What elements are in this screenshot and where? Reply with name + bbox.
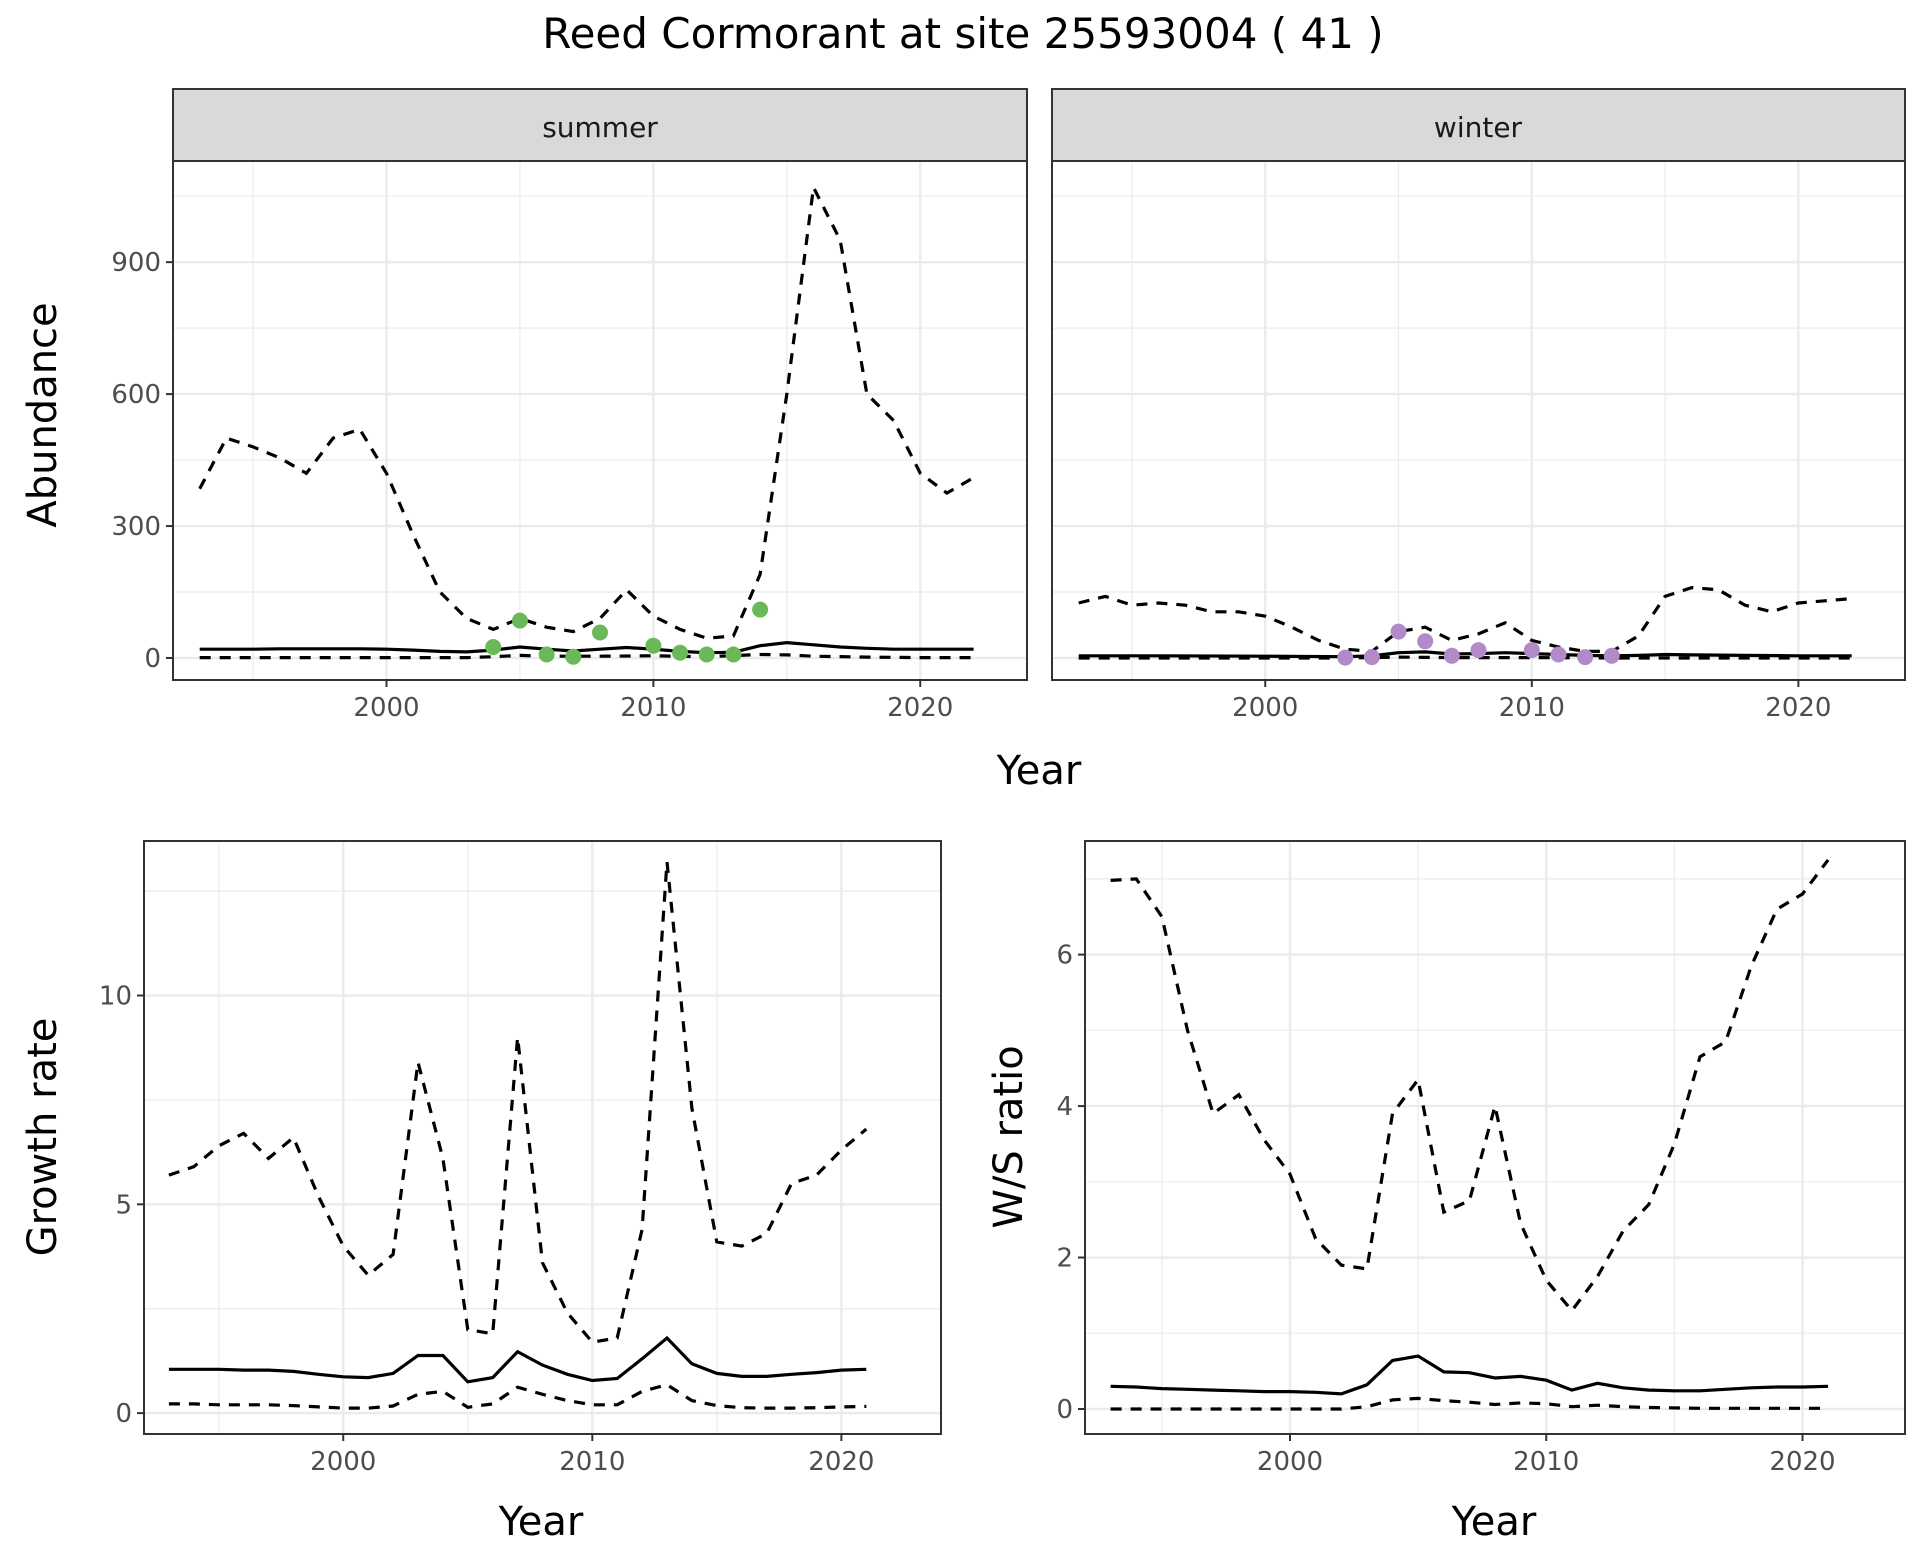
winter-strip [1051,88,1906,162]
growth-rate-y-tick-label: 5 [115,1190,132,1220]
winter-strip-label: winter [1434,111,1523,144]
ws-ratio-series-dashed-line-2 [1110,1396,1829,1411]
summer-y-tick-label: 600 [111,380,161,410]
summer-strip [172,88,1028,162]
summer-panel-border [172,160,1028,681]
summer-observation-point [592,624,608,641]
summer-observation-point [485,639,502,656]
winter-observation-point [1417,633,1434,650]
ws-ratio-x-axis-title: Year [1451,1499,1537,1545]
winter-panel-background [1052,161,1905,680]
winter-series-dashed-line-2 [1078,655,1852,660]
growth-rate-x-axis-title: Year [498,1499,584,1545]
summer-observation-point [645,637,662,654]
winter-x-tick-label: 2020 [1765,693,1831,723]
growth-rate-x-tick-label: 2000 [310,1447,376,1477]
ws-ratio-x-tick-label: 2020 [1769,1447,1835,1477]
summer-observation-point [752,601,769,618]
abundance-x-axis-title: Year [996,748,1082,794]
summer-facet: summer 2000 2010 2020 0 300 600 900 [111,88,1028,723]
growth-rate-series-dashed-line-0 [168,861,868,1344]
summer-x-tick-label: 2000 [353,693,419,723]
summer-y-tick-label: 900 [111,248,161,278]
ws-ratio-y-tick-label: 6 [1056,941,1073,971]
summer-y-tick-label: 0 [144,644,161,674]
winter-panel-border [1051,160,1906,681]
summer-observation-point [511,612,528,629]
summer-strip-label: summer [542,111,658,144]
growth-rate-series-dashed-line-2 [168,1382,867,1410]
ws-ratio-y-axis-title: W/S ratio [986,1045,1032,1228]
summer-series-dashed-line-2 [199,652,974,660]
growth-rate-x-tick-label: 2020 [808,1447,874,1477]
winter-observation-point [1443,647,1460,664]
summer-series-solid-line-1 [199,640,974,655]
ws-ratio-x-tick-label: 2010 [1513,1447,1579,1477]
winter-x-tick-label: 2000 [1232,693,1298,723]
summer-y-tick-label: 300 [111,512,161,542]
summer-observation-point [725,646,742,663]
growth-rate-y-tick-label: 10 [99,982,132,1012]
summer-observation-point [672,644,689,661]
summer-x-tick-label: 2010 [620,693,686,723]
abundance-y-axis-title: Abundance [20,302,66,527]
winter-facet: winter 2000 2010 2020 [1051,88,1906,723]
ws-ratio-y-tick-label: 4 [1056,1092,1073,1122]
summer-observation-point [565,648,582,665]
summer-series-dashed-line-0 [198,182,975,640]
growth-rate-panel-border [143,840,942,1435]
winter-observation-point [1337,649,1354,666]
winter-plot-area: 2000 2010 2020 [1051,160,1906,723]
winter-observation-point [1470,642,1487,659]
growth-rate-y-axis-title: Growth rate [20,1018,66,1257]
growth-rate-series-solid-line-1 [168,1335,867,1384]
ws-ratio-y-tick-label: 0 [1056,1395,1073,1425]
growth-rate-panel-background [144,841,941,1434]
winter-x-tick-label: 2010 [1499,693,1565,723]
chart-title: Reed Cormorant at site 25593004 ( 41 ) [542,9,1383,58]
ws-ratio-series-solid-line-1 [1110,1354,1829,1396]
summer-observation-point [538,646,555,663]
summer-x-tick-label: 2020 [887,693,953,723]
summer-plot-area: 2000 2010 2020 0 300 600 900 [111,160,1028,723]
winter-observation-point [1577,649,1594,666]
winter-observation-point [1363,649,1380,666]
ws-ratio-y-tick-label: 2 [1056,1244,1073,1274]
winter-observation-point [1550,646,1567,663]
growth-rate-plot-area: 2000 2010 2020 0 5 10 [99,840,942,1477]
ws-ratio-x-tick-label: 2000 [1257,1447,1323,1477]
ws-ratio-plot-area: 2000 2010 2020 0 2 4 6 [1056,840,1906,1477]
growth-rate-y-tick-label: 0 [115,1399,132,1429]
ws-ratio-panel-border [1084,840,1906,1435]
growth-rate-x-tick-label: 2010 [559,1447,625,1477]
winter-observation-point [1390,623,1407,640]
winter-observation-point [1523,642,1540,659]
summer-observation-point [698,646,715,663]
ws-ratio-panel-background [1085,841,1905,1434]
winter-series-dashed-line-0 [1078,585,1852,654]
winter-observation-point [1603,647,1620,664]
summer-panel-background [173,161,1027,680]
